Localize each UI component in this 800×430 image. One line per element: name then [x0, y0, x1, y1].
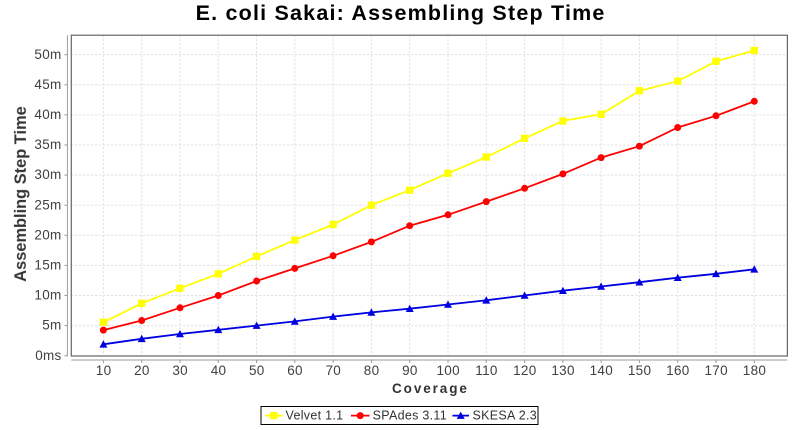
svg-text:10: 10 — [96, 363, 112, 378]
svg-text:10m: 10m — [34, 288, 61, 303]
svg-text:30: 30 — [172, 363, 188, 378]
svg-text:70: 70 — [325, 363, 341, 378]
svg-text:Velvet 1.1: Velvet 1.1 — [286, 409, 344, 423]
svg-text:SPAdes 3.11: SPAdes 3.11 — [373, 409, 447, 423]
svg-text:35m: 35m — [34, 137, 61, 152]
svg-text:170: 170 — [704, 363, 727, 378]
svg-text:140: 140 — [590, 363, 613, 378]
svg-text:110: 110 — [475, 363, 497, 378]
svg-text:50: 50 — [249, 363, 265, 378]
svg-text:Assembling Step Time: Assembling Step Time — [12, 106, 30, 282]
svg-text:160: 160 — [666, 363, 689, 378]
svg-text:20m: 20m — [34, 227, 61, 242]
svg-text:40: 40 — [211, 363, 227, 378]
svg-text:80: 80 — [364, 363, 380, 378]
svg-text:90: 90 — [402, 363, 418, 378]
svg-text:25m: 25m — [34, 197, 61, 212]
svg-text:0ms: 0ms — [35, 348, 61, 363]
svg-text:40m: 40m — [34, 107, 61, 122]
svg-text:Coverage: Coverage — [392, 381, 469, 396]
svg-text:E. coli Sakai: Assembling Step: E. coli Sakai: Assembling Step Time — [196, 1, 606, 25]
svg-text:130: 130 — [551, 363, 574, 378]
svg-text:20: 20 — [134, 363, 150, 378]
svg-text:150: 150 — [628, 363, 651, 378]
svg-text:180: 180 — [743, 363, 766, 378]
svg-text:120: 120 — [513, 363, 536, 378]
svg-text:50m: 50m — [34, 47, 61, 62]
svg-text:SKESA 2.3: SKESA 2.3 — [473, 409, 538, 423]
svg-text:100: 100 — [436, 363, 459, 378]
svg-text:45m: 45m — [34, 77, 61, 92]
svg-text:30m: 30m — [34, 167, 61, 182]
svg-text:15m: 15m — [34, 258, 61, 273]
svg-text:5m: 5m — [42, 318, 61, 333]
svg-text:60: 60 — [287, 363, 303, 378]
